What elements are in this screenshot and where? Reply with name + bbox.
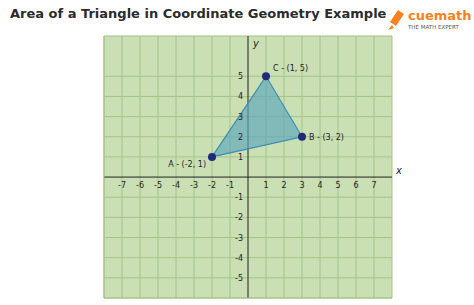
svg-text:2: 2: [281, 181, 286, 190]
svg-text:6: 6: [353, 181, 358, 190]
svg-text:cuemath: cuemath: [408, 8, 466, 23]
svg-text:-2: -2: [208, 181, 216, 190]
svg-text:-4: -4: [172, 181, 180, 190]
svg-text:5: 5: [238, 72, 243, 81]
svg-text:A - (-2, 1): A - (-2, 1): [168, 160, 206, 169]
svg-text:7: 7: [371, 181, 376, 190]
svg-text:C - (1, 5): C - (1, 5): [273, 64, 308, 73]
svg-text:-5: -5: [235, 274, 243, 283]
svg-text:-1: -1: [235, 193, 243, 202]
svg-text:2: 2: [238, 133, 243, 142]
svg-text:-6: -6: [136, 181, 144, 190]
svg-text:1: 1: [263, 181, 268, 190]
svg-text:-7: -7: [118, 181, 126, 190]
svg-text:5: 5: [335, 181, 340, 190]
svg-text:-5: -5: [154, 181, 162, 190]
svg-text:-3: -3: [235, 234, 243, 243]
svg-text:1: 1: [238, 153, 243, 162]
svg-text:3: 3: [238, 113, 243, 122]
svg-text:4: 4: [238, 92, 243, 101]
svg-text:-4: -4: [235, 254, 243, 263]
svg-text:-3: -3: [190, 181, 198, 190]
svg-text:4: 4: [317, 181, 322, 190]
svg-text:y: y: [252, 38, 260, 49]
svg-text:B - (3, 2): B - (3, 2): [309, 133, 344, 142]
html-text:Area of a Triangle in Coordina: Area of a Triangle in Coordinate Geometr…: [10, 6, 387, 21]
svg-text:THE MATH EXPERT: THE MATH EXPERT: [407, 24, 459, 30]
svg-text:-2: -2: [235, 213, 243, 222]
svg-text:-1: -1: [226, 181, 234, 190]
svg-text:3: 3: [299, 181, 304, 190]
svg-text:x: x: [395, 165, 402, 176]
